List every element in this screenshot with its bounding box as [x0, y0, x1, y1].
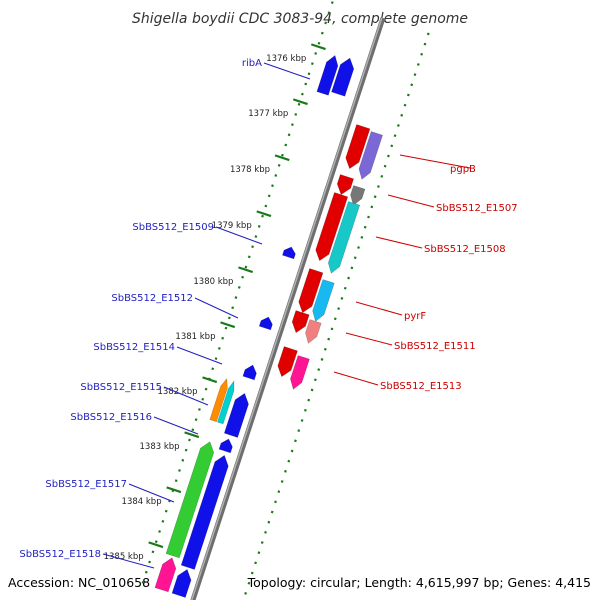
- feature-gene-cyan: [327, 201, 361, 274]
- feature-gene-magenta: [290, 355, 310, 390]
- kbp-tick: [166, 486, 182, 494]
- gene-label-left: SbBS512_E1509: [132, 222, 214, 233]
- feature-gene-green: [165, 441, 215, 559]
- feature-gene-ribA: [331, 57, 355, 97]
- feature-gene-blue: [171, 568, 192, 598]
- kbp-tick-label: 1380 kbp: [193, 277, 233, 287]
- feature-gene-magenta: [154, 557, 177, 593]
- gene-label-right: pyrF: [404, 311, 426, 322]
- label-leader-line: [176, 346, 223, 365]
- feature-gene-pgpB: [358, 131, 383, 180]
- label-leader-line: [163, 386, 209, 406]
- feature-gene-red: [345, 124, 371, 170]
- gene-label-right: SbBS512_E1513: [380, 381, 462, 392]
- genome-track: 1376 kbp 1377 kbp 1378 kbp 1379 kbp 1380 kbp…: [19, 1, 518, 600]
- kbp-tick-label: 1383 kbp: [140, 442, 180, 452]
- kbp-tick: [310, 43, 326, 51]
- feature-gene-red: [277, 346, 298, 378]
- gene-label-left: SbBS512_E1512: [111, 293, 193, 304]
- gene-label-left: SbBS512_E1517: [45, 479, 127, 490]
- feature-gene-red: [298, 268, 324, 314]
- left-guide-line: [139, 1, 334, 590]
- gene-label-right: pgpB: [450, 164, 476, 175]
- gene-label-left: SbBS512_E1515: [80, 382, 162, 393]
- right-guide-line: [242, 32, 430, 600]
- label-leader-line: [345, 332, 393, 346]
- label-leader-line: [153, 416, 199, 435]
- label-leader-line: [375, 236, 423, 249]
- gene-label-left: SbBS512_E1514: [93, 342, 175, 353]
- feature-gene-blue: [316, 54, 339, 96]
- feature-gene-small: [282, 246, 296, 260]
- label-leader-line: [194, 297, 239, 319]
- label-leader-line: [128, 483, 175, 503]
- kbp-tick: [220, 321, 236, 329]
- kbp-tick-label: 1379 kbp: [212, 221, 252, 231]
- accession-label: Accession: NC_010658: [8, 575, 150, 590]
- feature-gene-red: [291, 310, 310, 334]
- label-leader-line: [102, 553, 155, 569]
- gene-label-right: SbBS512_E1507: [436, 203, 518, 214]
- feature-gene-grey: [350, 185, 366, 206]
- topology-label: Topology: circular; Length: 4,615,997 bp…: [247, 575, 591, 590]
- feature-gene-red: [336, 174, 355, 196]
- feature-gene-orange: [209, 377, 228, 423]
- feature-gene-red: [315, 192, 349, 262]
- feature-gene-blue-sky: [312, 279, 335, 322]
- label-leader-line: [215, 226, 263, 245]
- label-leader-line: [387, 194, 435, 208]
- gene-label-right: SbBS512_E1511: [394, 341, 476, 352]
- kbp-tick-label: 1377 kbp: [248, 109, 288, 119]
- kbp-tick: [184, 431, 200, 439]
- feature-gene-blue: [223, 392, 249, 438]
- kbp-tick: [202, 376, 218, 384]
- gene-label-left: SbBS512_E1518: [19, 549, 101, 560]
- label-leader-line: [263, 62, 311, 80]
- gene-label-left: ribA: [242, 58, 262, 69]
- kbp-tick: [274, 154, 290, 162]
- feature-gene-cyan: [217, 380, 235, 425]
- kbp-tick: [238, 266, 254, 274]
- genome-backbone-highlight: [190, 17, 383, 600]
- kbp-tick-label: 1376 kbp: [266, 54, 306, 64]
- kbp-tick-label: 1385 kbp: [104, 552, 144, 562]
- feature-gene-small: [242, 364, 257, 381]
- kbp-tick-label: 1384 kbp: [122, 497, 162, 507]
- kbp-tick: [256, 210, 272, 218]
- feature-gene-small: [218, 438, 233, 454]
- gene-label-left: SbBS512_E1516: [70, 412, 152, 423]
- genome-title: Shigella boydii CDC 3083-94, complete ge…: [132, 11, 468, 27]
- genome-backbone: [190, 17, 386, 600]
- kbp-tick-label: 1381 kbp: [175, 332, 215, 342]
- kbp-tick-label: 1378 kbp: [230, 165, 270, 175]
- label-leader-line: [355, 301, 403, 316]
- feature-gene-small: [258, 316, 273, 331]
- kbp-tick: [292, 98, 308, 106]
- feature-gene-pink: [305, 319, 322, 344]
- feature-gene-blue: [180, 454, 229, 570]
- label-leader-line: [399, 154, 471, 169]
- label-leader-line: [333, 371, 379, 386]
- gene-label-right: SbBS512_E1508: [424, 244, 506, 255]
- kbp-tick: [148, 541, 164, 549]
